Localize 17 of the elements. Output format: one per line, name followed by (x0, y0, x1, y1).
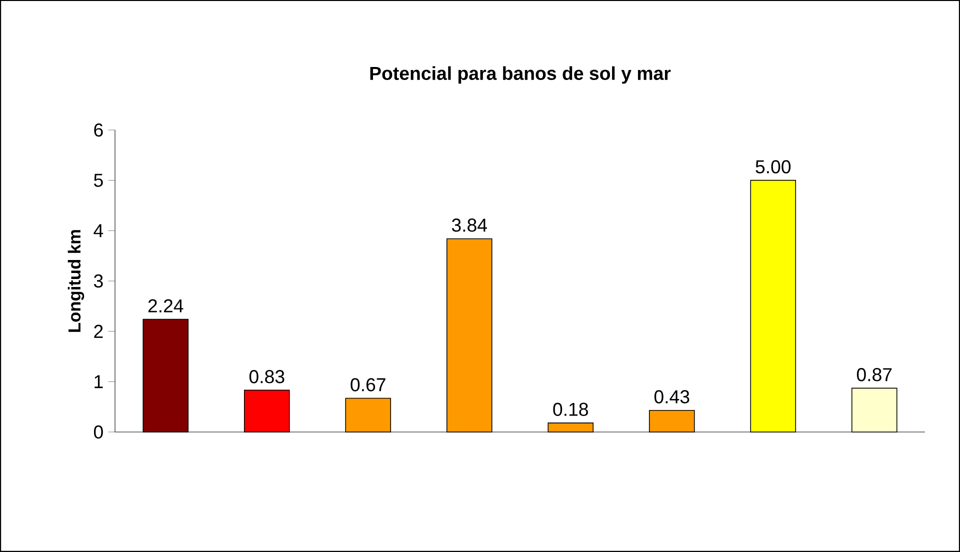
data-label: 0.43 (654, 390, 690, 404)
y-tick-label: 3 (94, 274, 103, 288)
y-tick-label: 1 (94, 375, 103, 388)
chart-title: Potencial para banos de sol y mar (370, 66, 671, 84)
data-label: 0.67 (350, 378, 386, 392)
y-tick-label: 6 (94, 123, 103, 137)
y-tick-label: 0 (94, 425, 103, 439)
data-label: 5.00 (756, 160, 791, 174)
y-axis-title: Longitud km (68, 230, 84, 332)
y-tick-label: 2 (94, 324, 103, 338)
data-label: 3.84 (452, 218, 487, 232)
data-label: 0.18 (553, 402, 588, 416)
y-tick-label: 5 (94, 174, 103, 187)
data-label: 0.87 (856, 368, 892, 382)
y-tick-label: 4 (94, 224, 104, 238)
data-label: 0.83 (249, 370, 284, 384)
data-label: 2.24 (148, 299, 184, 312)
